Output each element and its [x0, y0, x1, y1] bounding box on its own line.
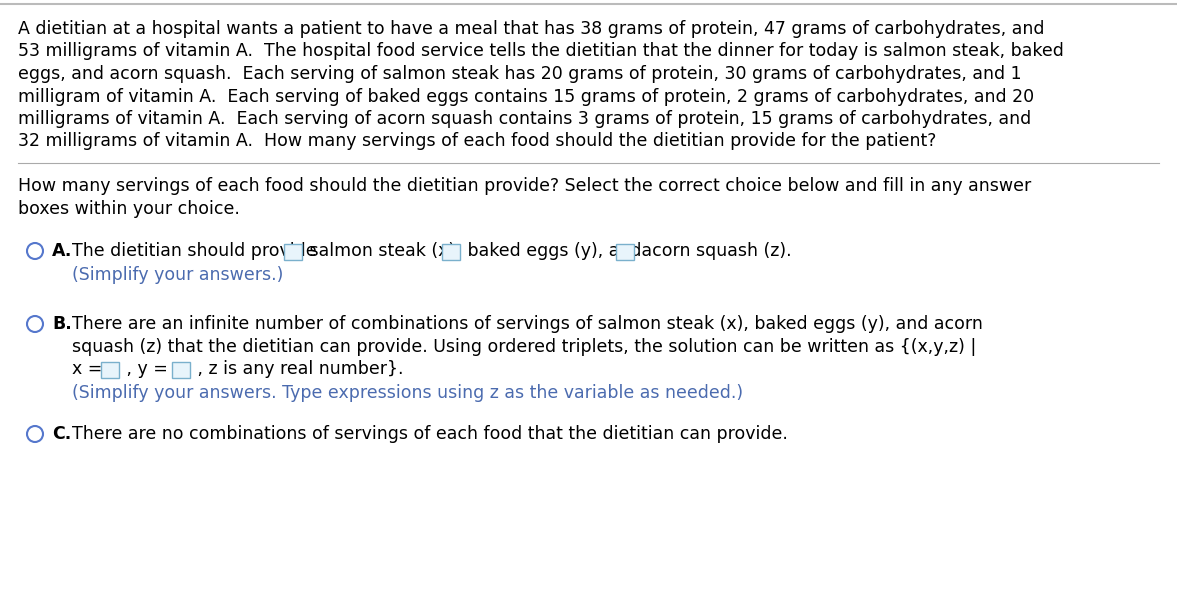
Text: 32 milligrams of vitamin A.  How many servings of each food should the dietitian: 32 milligrams of vitamin A. How many ser…	[18, 133, 937, 151]
Text: The dietitian should provide: The dietitian should provide	[72, 242, 322, 260]
Text: baked eggs (y), and: baked eggs (y), and	[463, 242, 647, 260]
Text: There are no combinations of servings of each food that the dietitian can provid: There are no combinations of servings of…	[72, 425, 787, 443]
Text: salmon steak (x),: salmon steak (x),	[304, 242, 466, 260]
Text: How many servings of each food should the dietitian provide? Select the correct : How many servings of each food should th…	[18, 177, 1031, 195]
Text: C.: C.	[52, 425, 72, 443]
FancyBboxPatch shape	[616, 244, 633, 260]
Text: milligrams of vitamin A.  Each serving of acorn squash contains 3 grams of prote: milligrams of vitamin A. Each serving of…	[18, 110, 1031, 128]
Text: 53 milligrams of vitamin A.  The hospital food service tells the dietitian that : 53 milligrams of vitamin A. The hospital…	[18, 42, 1064, 60]
FancyBboxPatch shape	[172, 362, 191, 378]
FancyBboxPatch shape	[443, 244, 460, 260]
Text: (Simplify your answers.): (Simplify your answers.)	[72, 267, 284, 285]
Text: boxes within your choice.: boxes within your choice.	[18, 200, 240, 218]
Text: B.: B.	[52, 315, 72, 333]
Text: , y =: , y =	[121, 360, 173, 378]
FancyBboxPatch shape	[284, 244, 301, 260]
Text: , z is any real number}.: , z is any real number}.	[192, 360, 404, 378]
Text: acorn squash (z).: acorn squash (z).	[636, 242, 791, 260]
Text: x =: x =	[72, 360, 108, 378]
Text: eggs, and acorn squash.  Each serving of salmon steak has 20 grams of protein, 3: eggs, and acorn squash. Each serving of …	[18, 65, 1022, 83]
Text: milligram of vitamin A.  Each serving of baked eggs contains 15 grams of protein: milligram of vitamin A. Each serving of …	[18, 87, 1035, 106]
Text: A dietitian at a hospital wants a patient to have a meal that has 38 grams of pr: A dietitian at a hospital wants a patien…	[18, 20, 1044, 38]
FancyBboxPatch shape	[101, 362, 119, 378]
Text: There are an infinite number of combinations of servings of salmon steak (x), ba: There are an infinite number of combinat…	[72, 315, 983, 333]
Text: (Simplify your answers. Type expressions using z as the variable as needed.): (Simplify your answers. Type expressions…	[72, 385, 743, 402]
Text: A.: A.	[52, 242, 72, 260]
Text: squash (z) that the dietitian can provide. Using ordered triplets, the solution : squash (z) that the dietitian can provid…	[72, 338, 977, 356]
